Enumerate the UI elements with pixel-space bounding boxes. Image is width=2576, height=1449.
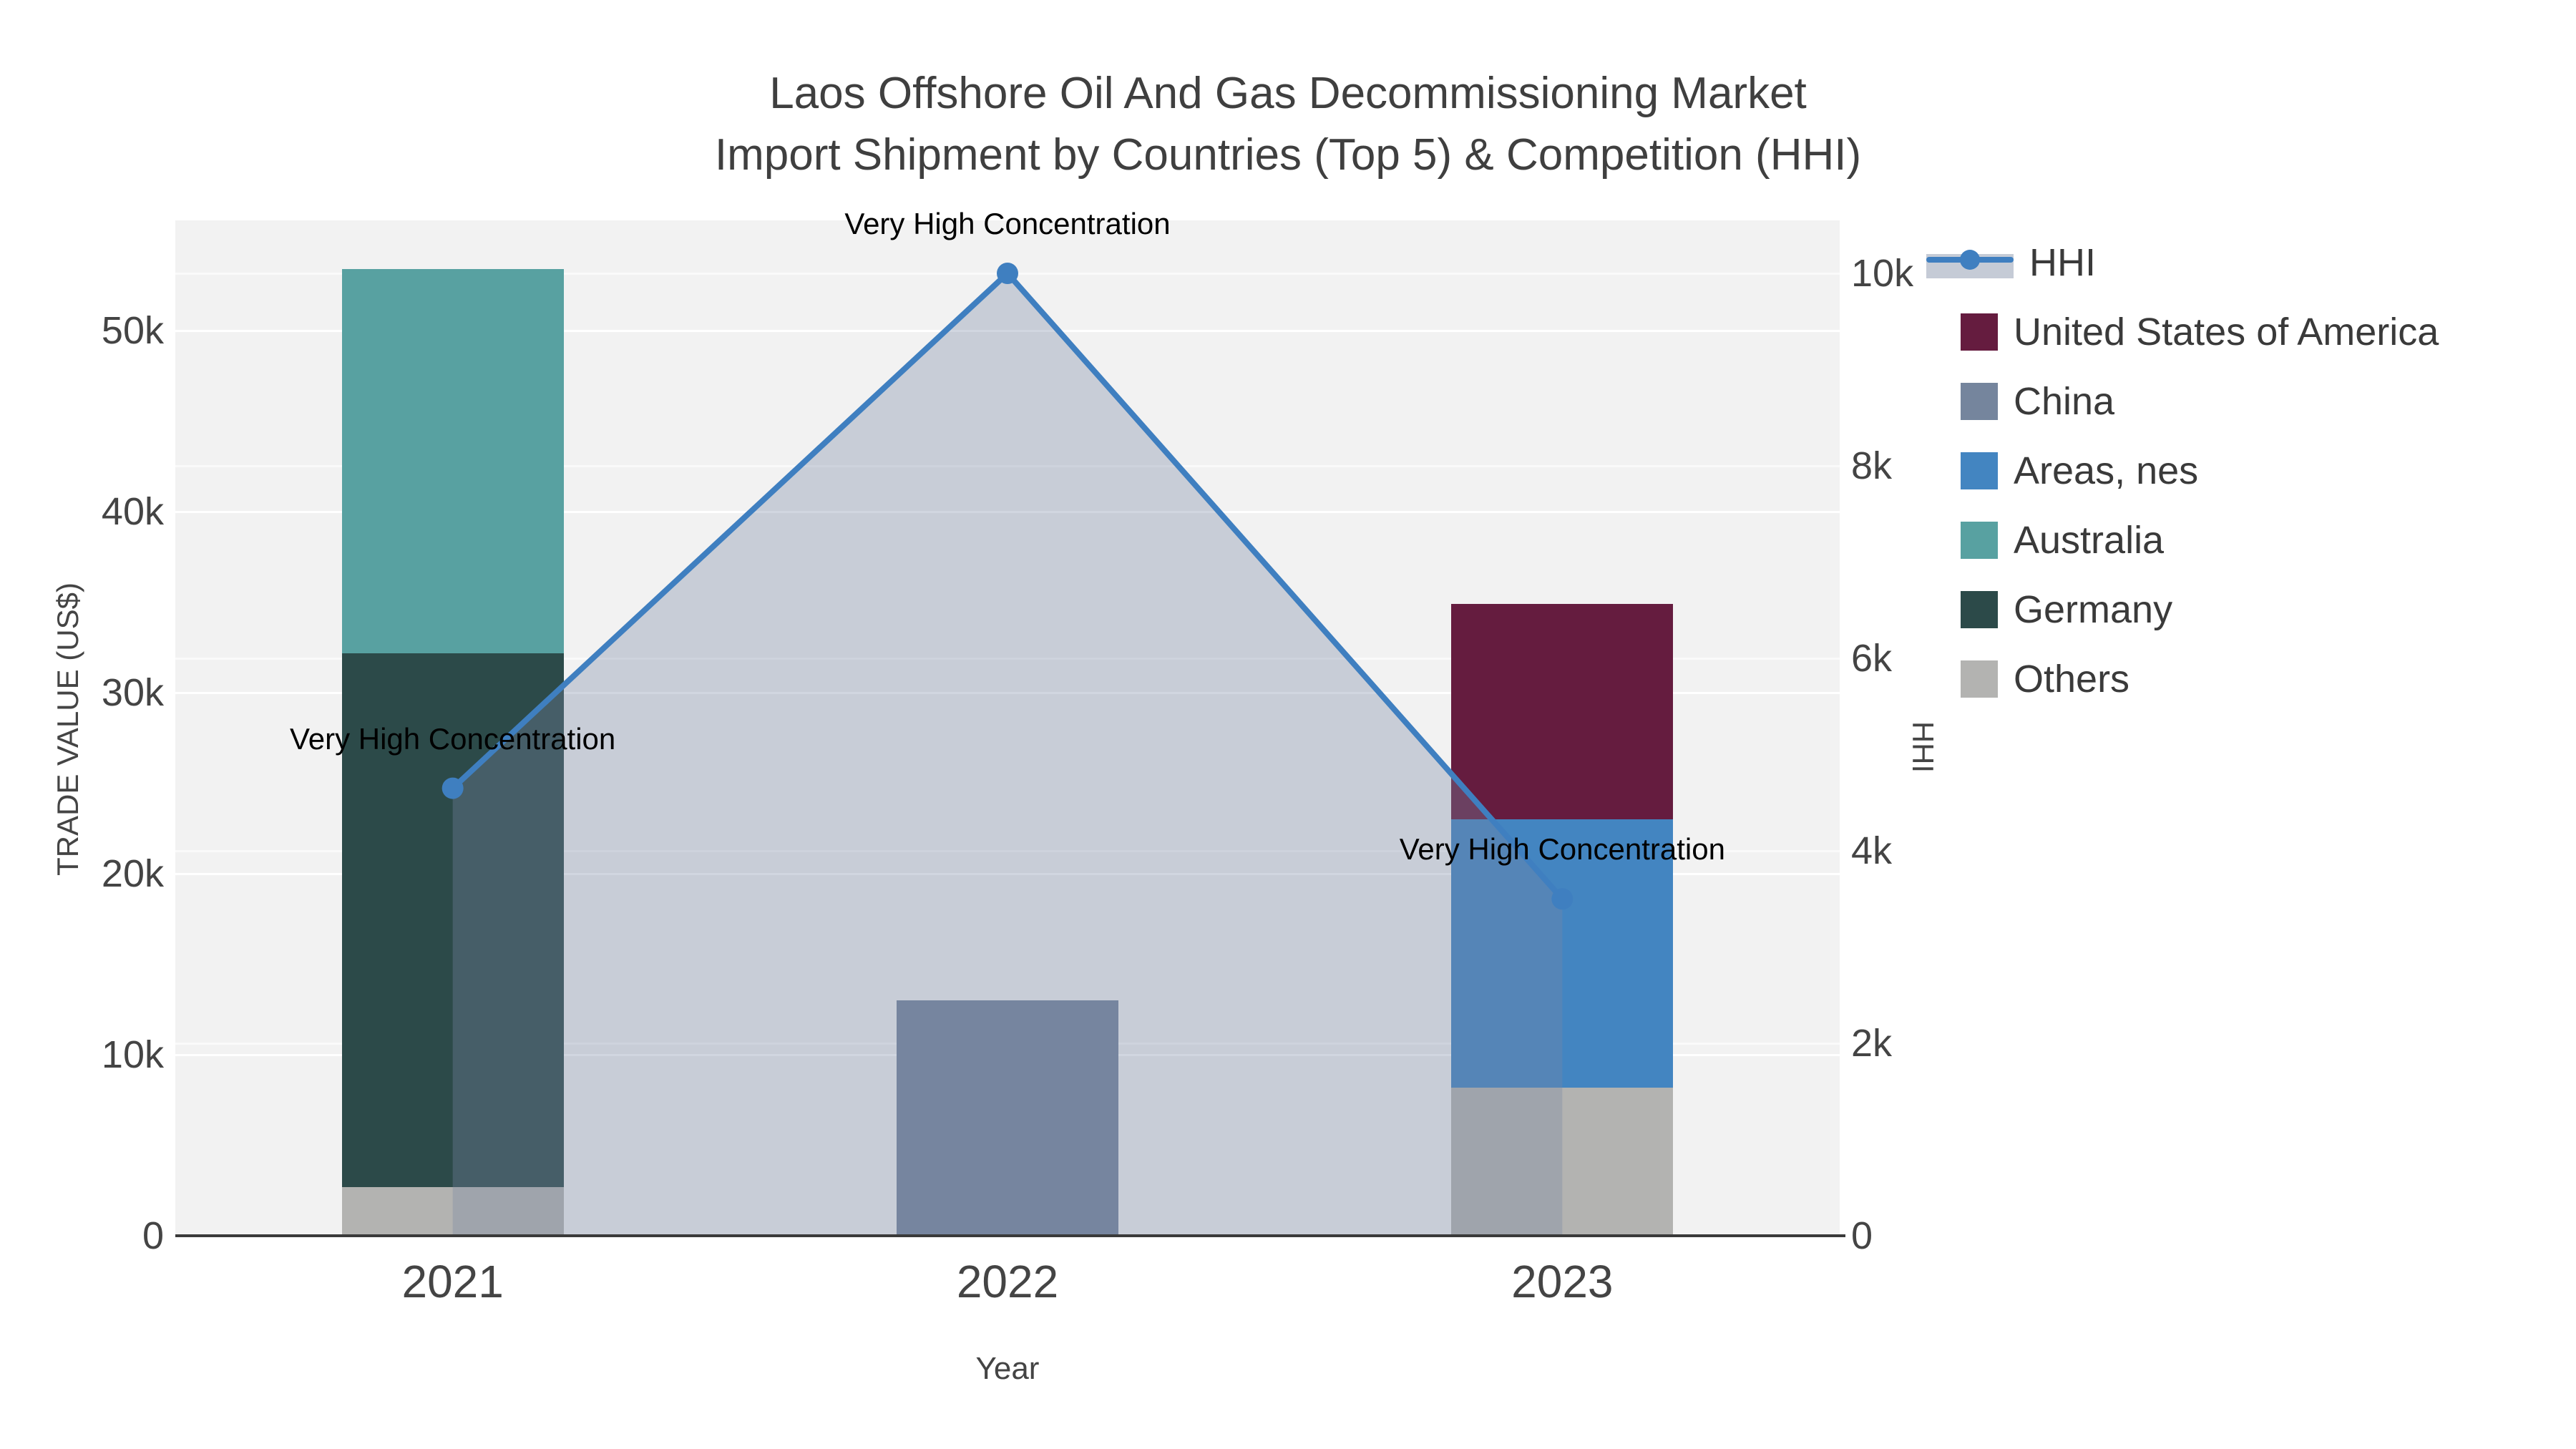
right-tick-0: 0 bbox=[1851, 1214, 1873, 1257]
right-tick-6k: 6k bbox=[1851, 636, 1893, 680]
legend-item-hhi[interactable]: HHI bbox=[1926, 228, 2439, 297]
legend-hhi-line-icon bbox=[1926, 241, 2014, 284]
right-axis-title: HHI bbox=[1906, 721, 1941, 774]
bar-segment-others-2023[interactable] bbox=[1451, 1087, 1674, 1236]
legend-item-australia[interactable]: Australia bbox=[1926, 505, 2439, 575]
hhi-point-2023[interactable] bbox=[1551, 888, 1574, 910]
bar-segment-others-2021[interactable] bbox=[341, 1186, 564, 1236]
chart-title-line1: Laos Offshore Oil And Gas Decommissionin… bbox=[769, 69, 1807, 118]
left-tick-30k: 30k bbox=[101, 671, 164, 715]
legend-swatch-china bbox=[1961, 382, 1998, 420]
legend-label: Australia bbox=[2014, 518, 2165, 562]
left-tick-10k: 10k bbox=[101, 1033, 164, 1077]
left-axis-title: TRADE VALUE (US$) bbox=[51, 582, 84, 876]
legend-item-china[interactable]: China bbox=[1926, 366, 2439, 436]
left-tick-20k: 20k bbox=[101, 852, 164, 896]
chart-title-line2: Import Shipment by Countries (Top 5) & C… bbox=[714, 130, 1862, 180]
legend-label: China bbox=[2014, 379, 2115, 423]
bar-segment-china-2022[interactable] bbox=[897, 1000, 1118, 1236]
chart-title: Laos Offshore Oil And Gas Decommissionin… bbox=[0, 63, 2576, 186]
right-tick-4k: 4k bbox=[1851, 829, 1893, 872]
legend-swatch-united-states-of-america bbox=[1961, 313, 1998, 351]
legend: HHI United States of America China Areas, n… bbox=[1926, 228, 2439, 713]
legend-label: Germany bbox=[2014, 587, 2173, 631]
right-tick-2k: 2k bbox=[1851, 1021, 1893, 1065]
legend-swatch-areas-nes bbox=[1961, 452, 1998, 489]
right-tick-10k: 10k bbox=[1851, 251, 1914, 295]
legend-label: United States of America bbox=[2014, 310, 2439, 353]
hhi-point-2022[interactable] bbox=[997, 262, 1018, 284]
legend-item-others[interactable]: Others bbox=[1926, 644, 2439, 713]
bar-segment-australia-2021[interactable] bbox=[341, 269, 564, 653]
annotation-2021: Very High Concentration bbox=[290, 721, 616, 756]
legend-label: HHI bbox=[2029, 240, 2096, 284]
left-tick-50k: 50k bbox=[101, 309, 164, 353]
legend-label: Others bbox=[2014, 657, 2130, 701]
annotation-2022: Very High Concentration bbox=[844, 206, 1171, 240]
legend-swatch-germany bbox=[1961, 590, 1998, 628]
x-tick-2021: 2021 bbox=[401, 1256, 504, 1307]
legend-item-germany[interactable]: Germany bbox=[1926, 575, 2439, 644]
x-tick-2022: 2022 bbox=[956, 1256, 1059, 1307]
legend-hhi-dot bbox=[1960, 249, 1980, 270]
left-tick-0: 0 bbox=[142, 1214, 164, 1257]
legend-swatch-others bbox=[1961, 660, 1998, 698]
legend-item-areas-nes[interactable]: Areas, nes bbox=[1926, 436, 2439, 505]
legend-swatch-australia bbox=[1961, 521, 1998, 559]
legend-label: Areas, nes bbox=[2014, 449, 2199, 492]
annotation-2023: Very High Concentration bbox=[1399, 832, 1725, 867]
right-tick-8k: 8k bbox=[1851, 444, 1893, 487]
legend-item-united-states-of-america[interactable]: United States of America bbox=[1926, 297, 2439, 366]
bar-segment-united-states-of-america-2023[interactable] bbox=[1451, 604, 1674, 820]
x-axis-title: Year bbox=[975, 1351, 1040, 1386]
x-tick-2023: 2023 bbox=[1511, 1256, 1614, 1307]
hhi-point-2021[interactable] bbox=[441, 777, 464, 799]
x-axis-line bbox=[175, 1234, 1845, 1237]
left-tick-40k: 40k bbox=[101, 490, 164, 534]
